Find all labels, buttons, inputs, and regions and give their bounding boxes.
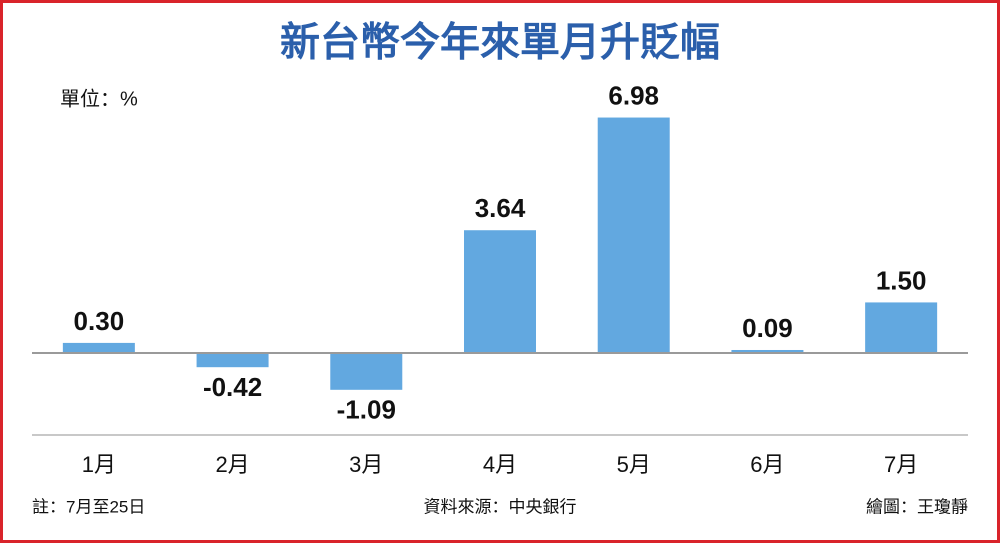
value-label: 0.30 [74,306,125,336]
bar [597,117,670,354]
x-tick-label: 3月 [349,452,383,477]
x-tick-label: 6月 [750,452,784,477]
value-label: 1.50 [876,265,927,295]
bar [330,353,403,390]
note: 註：7月至25日 [32,497,145,516]
bar [464,230,536,354]
value-label: 6.98 [608,80,659,110]
bar [731,349,804,354]
value-label: -0.42 [203,372,262,402]
value-label: 3.64 [475,193,526,223]
value-label: -1.09 [337,395,396,425]
bar [196,353,269,368]
value-label: 0.09 [742,313,793,343]
bar [865,302,938,354]
x-tick-label: 5月 [617,452,651,477]
source: 資料來源：中央銀行 [424,497,577,516]
x-tick-label: 2月 [215,452,249,477]
bar [62,342,135,354]
chart-title: 新台幣今年來單月升貶幅 [280,21,720,65]
x-tick-label: 7月 [884,452,918,477]
unit-label: 單位：% [60,87,138,110]
credit: 繪圖：王瓊靜 [866,497,968,516]
x-tick-label: 1月 [82,452,116,477]
x-tick-label: 4月 [483,452,517,477]
